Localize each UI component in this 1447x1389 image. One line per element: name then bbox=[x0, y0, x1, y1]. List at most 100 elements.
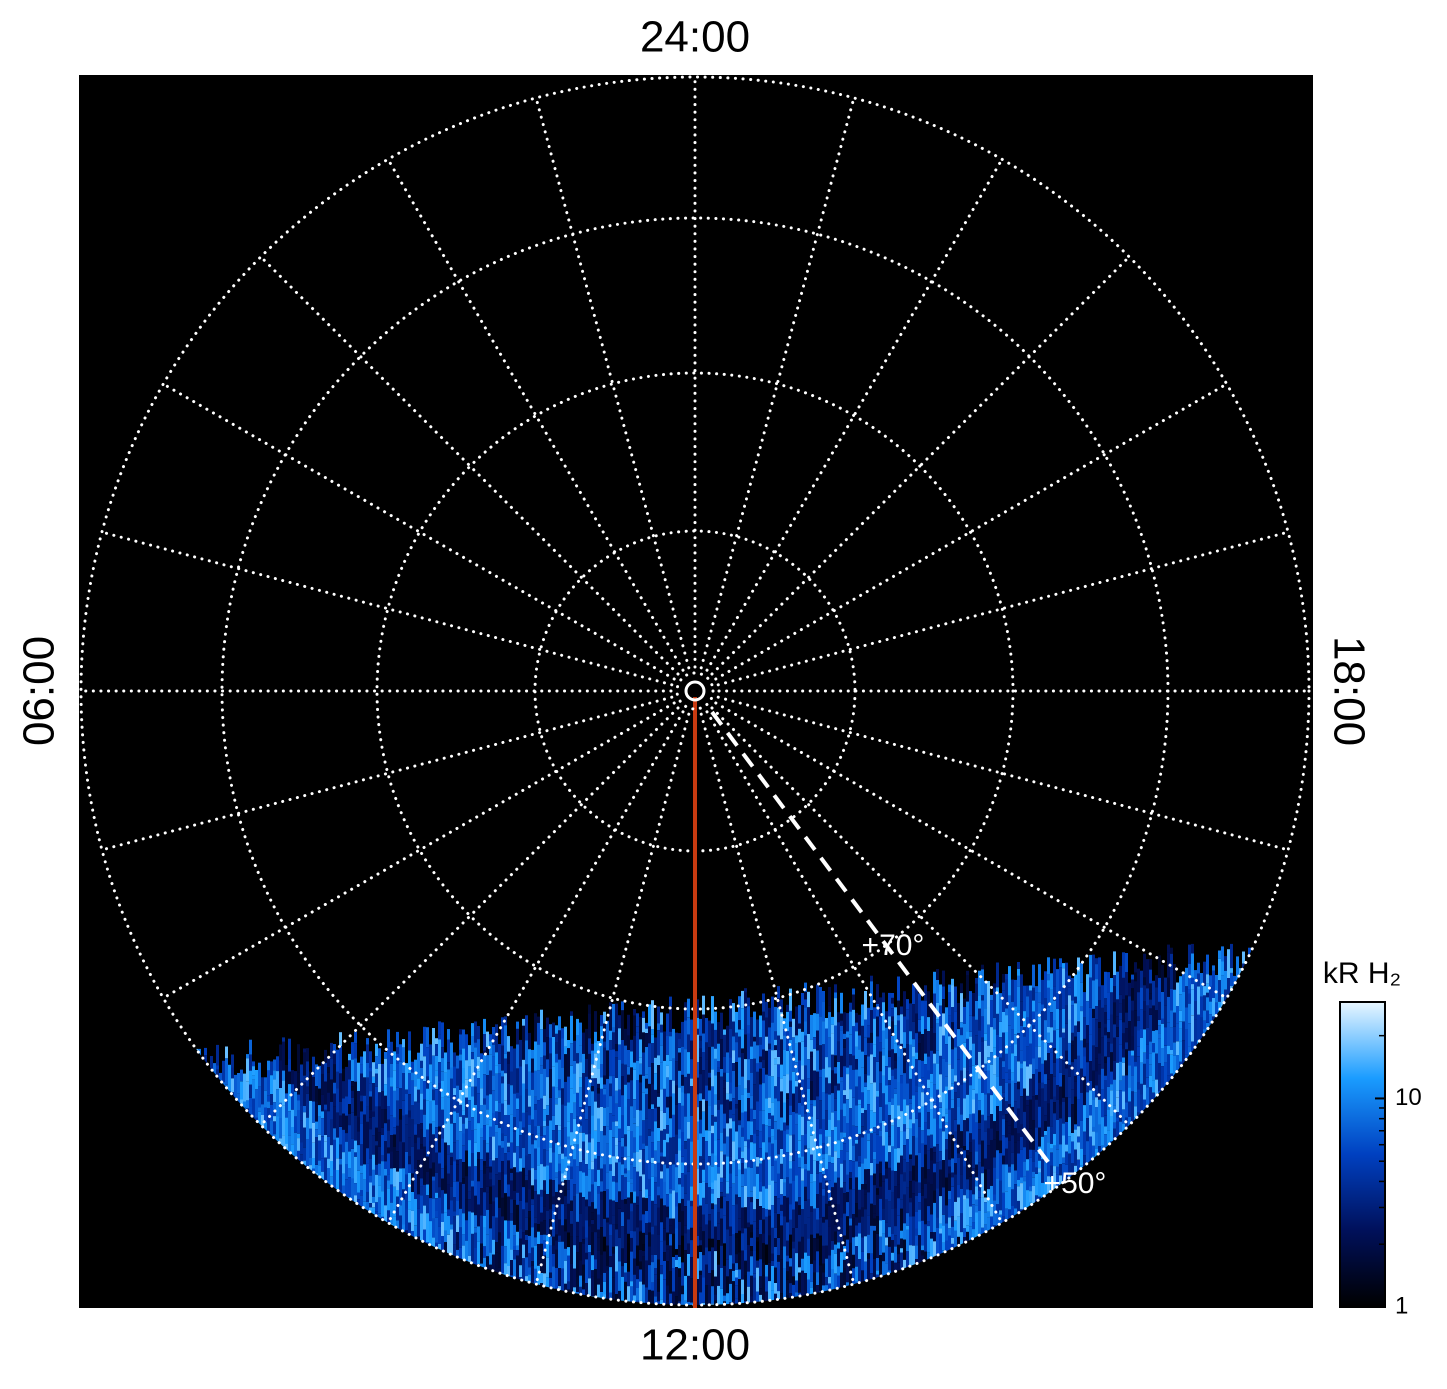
aurora-pixel bbox=[657, 1291, 660, 1302]
aurora-pixel bbox=[381, 1155, 384, 1162]
aurora-pixel bbox=[411, 1119, 414, 1147]
aurora-pixel bbox=[744, 1207, 747, 1229]
aurora-pixel bbox=[930, 1096, 933, 1109]
aurora-pixel bbox=[369, 1096, 372, 1110]
aurora-pixel bbox=[669, 1036, 672, 1061]
aurora-pixel bbox=[753, 1209, 756, 1222]
aurora-pixel bbox=[645, 1234, 648, 1261]
aurora-pixel bbox=[852, 1214, 855, 1219]
aurora-pixel bbox=[678, 1038, 681, 1048]
aurora-pixel bbox=[759, 1163, 762, 1182]
aurora-pixel bbox=[294, 1116, 297, 1133]
aurora-pixel bbox=[852, 1254, 855, 1269]
aurora-pixel bbox=[780, 1039, 783, 1065]
aurora-pixel bbox=[495, 1132, 498, 1158]
aurora-pixel bbox=[1023, 1132, 1026, 1148]
aurora-pixel bbox=[732, 1300, 735, 1305]
aurora-pixel bbox=[450, 1200, 453, 1225]
aurora-pixel bbox=[711, 996, 714, 1024]
aurora-pixel bbox=[705, 1285, 708, 1305]
aurora-pixel bbox=[525, 1240, 528, 1258]
aurora-pixel bbox=[954, 1011, 957, 1022]
aurora-pixel bbox=[252, 1061, 255, 1067]
aurora-pixel bbox=[699, 1100, 702, 1120]
aurora-pixel bbox=[327, 1111, 330, 1137]
aurora-pixel bbox=[792, 1284, 795, 1302]
aurora-pixel bbox=[318, 1088, 321, 1106]
aurora-pixel bbox=[1011, 1164, 1014, 1190]
aurora-pixel bbox=[867, 1140, 870, 1169]
aurora-pixel bbox=[456, 1085, 459, 1102]
aurora-pixel bbox=[711, 1303, 714, 1305]
aurora-pixel bbox=[993, 1091, 996, 1122]
aurora-pixel bbox=[750, 1160, 753, 1168]
aurora-pixel bbox=[354, 1058, 357, 1082]
aurora-pixel bbox=[1035, 1174, 1038, 1196]
aurora-pixel bbox=[657, 1128, 660, 1142]
aurora-pixel bbox=[849, 1265, 852, 1285]
aurora-pixel bbox=[486, 1047, 489, 1056]
aurora-pixel bbox=[396, 1100, 399, 1126]
aurora-pixel bbox=[552, 1204, 555, 1211]
aurora-pixel bbox=[630, 1203, 633, 1212]
aurora-pixel bbox=[645, 1223, 648, 1235]
aurora-pixel bbox=[867, 1037, 870, 1043]
aurora-pixel bbox=[546, 1059, 549, 1078]
aurora-pixel bbox=[552, 1236, 555, 1246]
aurora-pixel bbox=[846, 1013, 849, 1032]
aurora-pixel bbox=[690, 1059, 693, 1079]
aurora-pixel bbox=[285, 1070, 288, 1094]
aurora-pixel bbox=[528, 1309, 531, 1335]
aurora-pixel bbox=[816, 984, 819, 1014]
aurora-pixel bbox=[897, 1127, 900, 1148]
aurora-pixel bbox=[321, 1158, 324, 1172]
aurora-pixel bbox=[864, 1055, 867, 1074]
aurora-pixel bbox=[1026, 1170, 1029, 1191]
aurora-pixel bbox=[765, 1152, 768, 1160]
aurora-pixel bbox=[600, 1254, 603, 1275]
aurora-pixel bbox=[399, 1119, 402, 1142]
aurora-pixel bbox=[969, 1226, 972, 1241]
aurora-pixel bbox=[879, 1136, 882, 1162]
aurora-pixel bbox=[558, 1090, 561, 1098]
aurora-pixel bbox=[552, 1245, 555, 1254]
aurora-pixel bbox=[360, 1064, 363, 1074]
aurora-pixel bbox=[753, 1036, 756, 1042]
aurora-pixel bbox=[615, 1030, 618, 1045]
aurora-pixel bbox=[870, 975, 873, 982]
aurora-pixel bbox=[666, 1232, 669, 1246]
aurora-pixel bbox=[390, 1184, 393, 1203]
aurora-pixel bbox=[468, 1191, 471, 1200]
aurora-pixel bbox=[882, 1075, 885, 1094]
aurora-pixel bbox=[591, 1219, 594, 1224]
aurora-pixel bbox=[513, 1131, 516, 1153]
aurora-pixel bbox=[696, 1206, 699, 1236]
aurora-pixel bbox=[978, 995, 981, 1009]
aurora-pixel bbox=[801, 1135, 804, 1157]
aurora-pixel bbox=[474, 1215, 477, 1228]
aurora-pixel bbox=[564, 1205, 567, 1220]
aurora-pixel bbox=[513, 1117, 516, 1132]
aurora-pixel bbox=[789, 1026, 792, 1040]
aurora-pixel bbox=[477, 1241, 480, 1265]
aurora-pixel bbox=[393, 1051, 396, 1071]
aurora-pixel bbox=[906, 1009, 909, 1020]
aurora-pixel bbox=[681, 1145, 684, 1157]
aurora-pixel bbox=[840, 1150, 843, 1164]
aurora-pixel bbox=[780, 1210, 783, 1216]
aurora-pixel bbox=[570, 1065, 573, 1089]
aurora-pixel bbox=[663, 1156, 666, 1165]
aurora-pixel bbox=[681, 1199, 684, 1212]
aurora-pixel bbox=[537, 1133, 540, 1148]
aurora-pixel bbox=[960, 1232, 963, 1255]
aurora-pixel bbox=[828, 1155, 831, 1163]
aurora-pixel bbox=[1047, 974, 1050, 981]
aurora-pixel bbox=[675, 1167, 678, 1193]
aurora-pixel bbox=[945, 1205, 948, 1224]
aurora-pixel bbox=[597, 1214, 600, 1230]
aurora-pixel bbox=[552, 1254, 555, 1267]
aurora-pixel bbox=[486, 1209, 489, 1235]
aurora-pixel bbox=[657, 1055, 660, 1066]
aurora-pixel bbox=[501, 1017, 504, 1046]
aurora-pixel bbox=[984, 1063, 987, 1072]
